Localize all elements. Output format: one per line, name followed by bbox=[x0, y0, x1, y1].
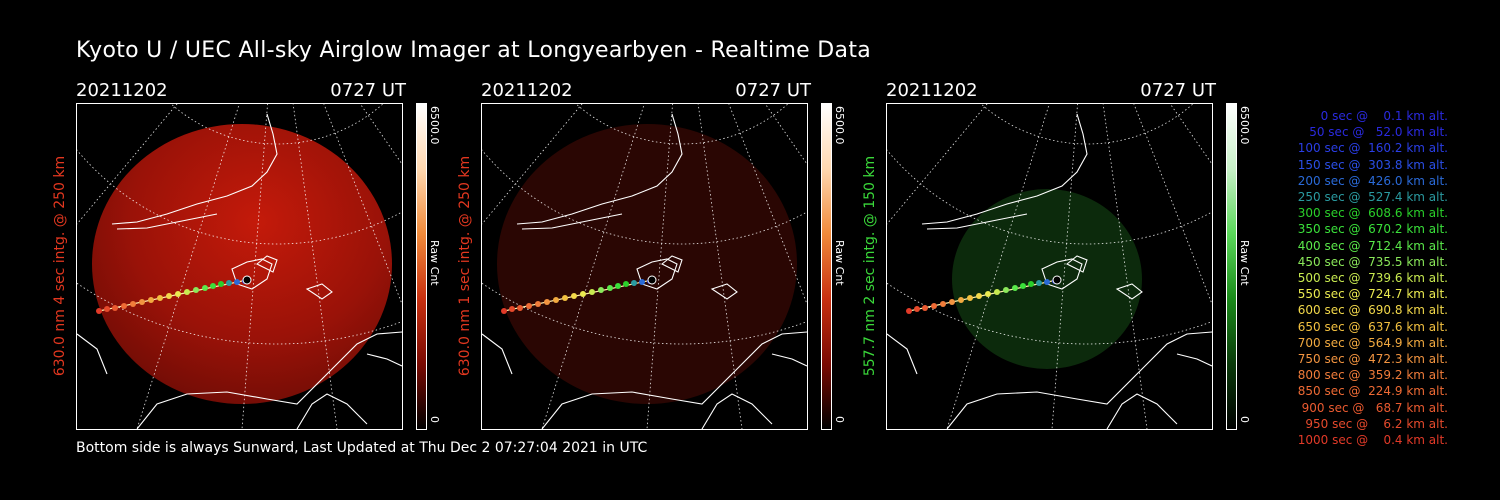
trajectory bbox=[906, 275, 1062, 314]
panel-ylabel: 557.7 nm 2 sec intg. @ 150 km bbox=[862, 155, 878, 376]
colorbar-max: 6500.0 bbox=[1238, 106, 1251, 145]
legend-item: 250 sec @ 527.4 km alt. bbox=[1293, 190, 1448, 205]
legend-item: 950 sec @ 6.2 km alt. bbox=[1301, 416, 1448, 431]
colorbar-max: 6500.0 bbox=[833, 106, 846, 145]
legend-item: 550 sec @ 724.7 km alt. bbox=[1293, 287, 1448, 302]
colorbar-min: 0 bbox=[428, 416, 441, 423]
colorbar-max: 6500.0 bbox=[428, 106, 441, 145]
panel-time: 0727 UT bbox=[735, 80, 811, 101]
legend-item: 450 sec @ 735.5 km alt. bbox=[1293, 254, 1448, 269]
trajectory-legend: 0 sec @ 0.1 km alt. 50 sec @ 52.0 km alt… bbox=[1262, 108, 1448, 448]
panel-date: 20211202 bbox=[76, 80, 168, 101]
legend-item: 0 sec @ 0.1 km alt. bbox=[1309, 109, 1448, 123]
panel-ylabel-wrap: 630.0 nm 4 sec intg. @ 250 km bbox=[52, 103, 72, 428]
colorbar-label: Raw Cnt bbox=[1238, 240, 1251, 286]
allsky-image-630-1s bbox=[481, 103, 808, 430]
legend-item: 800 sec @ 359.2 km alt. bbox=[1293, 368, 1448, 383]
coastlines bbox=[482, 113, 807, 429]
legend-item: 400 sec @ 712.4 km alt. bbox=[1293, 238, 1448, 253]
grid-lines bbox=[887, 104, 1212, 429]
panel-ylabel-wrap: 630.0 nm 1 sec intg. @ 250 km bbox=[457, 103, 477, 428]
grid-lines bbox=[77, 104, 402, 429]
legend-item: 500 sec @ 739.6 km alt. bbox=[1293, 271, 1448, 286]
legend-item: 200 sec @ 426.0 km alt. bbox=[1293, 173, 1448, 188]
panel-time: 0727 UT bbox=[1140, 80, 1216, 101]
legend-item: 50 sec @ 52.0 km alt. bbox=[1301, 125, 1448, 140]
panel-ylabel: 630.0 nm 1 sec intg. @ 250 km bbox=[457, 155, 473, 376]
allsky-image-630-4s bbox=[76, 103, 403, 430]
colorbar-label: Raw Cnt bbox=[428, 240, 441, 286]
legend-item: 300 sec @ 608.6 km alt. bbox=[1293, 206, 1448, 221]
grid-lines bbox=[482, 104, 807, 429]
colorbar-min: 0 bbox=[833, 416, 846, 423]
panel-ylabel-wrap: 557.7 nm 2 sec intg. @ 150 km bbox=[862, 103, 882, 428]
coastlines bbox=[77, 113, 402, 429]
legend-item: 600 sec @ 690.8 km alt. bbox=[1293, 303, 1448, 318]
legend-item: 900 sec @ 68.7 km alt. bbox=[1297, 400, 1448, 415]
trajectory bbox=[96, 275, 252, 314]
image-panel-3: 20211202 0727 UT 557.7 nm 2 sec intg. @ … bbox=[862, 80, 1286, 430]
panel-ylabel: 630.0 nm 4 sec intg. @ 250 km bbox=[52, 155, 68, 376]
trajectory bbox=[501, 275, 657, 314]
legend-item: 700 sec @ 564.9 km alt. bbox=[1293, 335, 1448, 350]
footer-note: Bottom side is always Sunward, Last Upda… bbox=[76, 440, 648, 456]
image-panel-2: 20211202 0727 UT 630.0 nm 1 sec intg. @ … bbox=[457, 80, 881, 430]
allsky-image-557-2s bbox=[886, 103, 1213, 430]
legend-item: 100 sec @ 160.2 km alt. bbox=[1293, 141, 1448, 156]
legend-item: 350 sec @ 670.2 km alt. bbox=[1293, 222, 1448, 237]
colorbar bbox=[821, 103, 832, 430]
panel-date: 20211202 bbox=[481, 80, 573, 101]
legend-item: 1000 sec @ 0.4 km alt. bbox=[1297, 433, 1448, 448]
colorbar-min: 0 bbox=[1238, 416, 1251, 423]
image-panel-1: 20211202 0727 UT 630.0 nm 4 sec intg. @ … bbox=[52, 80, 476, 430]
legend-item: 150 sec @ 303.8 km alt. bbox=[1293, 157, 1448, 172]
legend-item: 750 sec @ 472.3 km alt. bbox=[1293, 352, 1448, 367]
page-title: Kyoto U / UEC All-sky Airglow Imager at … bbox=[76, 38, 872, 63]
panel-time: 0727 UT bbox=[330, 80, 406, 101]
legend-item: 650 sec @ 637.6 km alt. bbox=[1293, 319, 1448, 334]
legend-item: 850 sec @ 224.9 km alt. bbox=[1293, 384, 1448, 399]
colorbar-label: Raw Cnt bbox=[833, 240, 846, 286]
coastlines bbox=[887, 113, 1212, 429]
colorbar bbox=[1226, 103, 1237, 430]
colorbar bbox=[416, 103, 427, 430]
panel-date: 20211202 bbox=[886, 80, 978, 101]
